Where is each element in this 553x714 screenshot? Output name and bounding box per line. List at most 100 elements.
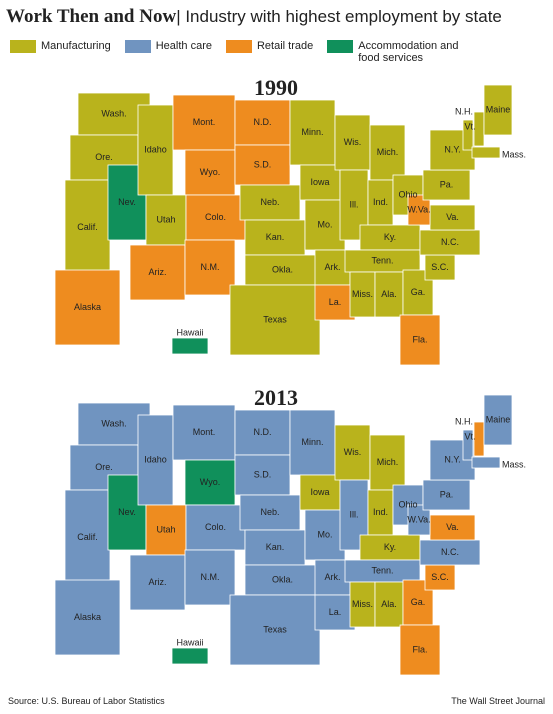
state-label: Mont. bbox=[193, 427, 216, 437]
state bbox=[399, 314, 441, 366]
source: Source: U.S. Bureau of Labor Statistics bbox=[8, 696, 165, 706]
state-label: Utah bbox=[156, 214, 175, 224]
state bbox=[462, 119, 474, 151]
state-label: S.C. bbox=[431, 572, 449, 582]
state-label: Ill. bbox=[350, 509, 359, 519]
state bbox=[289, 99, 336, 166]
state-label: Okla. bbox=[272, 574, 293, 584]
state bbox=[234, 99, 291, 146]
state-label: Va. bbox=[446, 212, 459, 222]
header: Work Then and Now| Industry with highest… bbox=[6, 6, 502, 27]
state-label: N.D. bbox=[254, 117, 272, 127]
state bbox=[419, 539, 481, 566]
state-label: Ind. bbox=[373, 197, 388, 207]
state-label: Ohio bbox=[398, 499, 417, 509]
state bbox=[172, 94, 236, 151]
state bbox=[407, 504, 431, 536]
map-title: 1990 bbox=[254, 75, 298, 100]
legend: Manufacturing Health care Retail trade Acco… bbox=[10, 40, 550, 64]
state-label: Ariz. bbox=[149, 577, 167, 587]
state bbox=[422, 479, 471, 511]
state bbox=[314, 249, 351, 286]
state-label: W.Va. bbox=[407, 514, 430, 524]
state-label: N.Y. bbox=[444, 454, 460, 464]
state-label: Neb. bbox=[260, 197, 279, 207]
state bbox=[334, 424, 371, 481]
state-label: Alaska bbox=[74, 302, 101, 312]
state bbox=[234, 454, 291, 496]
state-label: La. bbox=[329, 297, 342, 307]
state bbox=[374, 271, 404, 318]
state bbox=[462, 429, 474, 461]
state-label: Nev. bbox=[118, 507, 136, 517]
legend-swatch bbox=[225, 40, 252, 53]
state bbox=[304, 509, 346, 561]
state bbox=[334, 114, 371, 171]
legend-label: Retail trade bbox=[256, 40, 314, 52]
state bbox=[145, 504, 187, 556]
state-label: Neb. bbox=[260, 507, 279, 517]
state-label: Ill. bbox=[350, 199, 359, 209]
state-label: Colo. bbox=[205, 212, 226, 222]
subtitle: Industry with highest employment by stat… bbox=[185, 7, 502, 26]
state-label: Mont. bbox=[193, 117, 216, 127]
state-label: Minn. bbox=[301, 437, 323, 447]
state-label: Kan. bbox=[266, 542, 285, 552]
state-label: N.C. bbox=[441, 237, 459, 247]
state bbox=[185, 504, 246, 551]
state bbox=[359, 224, 421, 251]
state-label: Wash. bbox=[101, 108, 126, 118]
state-label: S.D. bbox=[254, 159, 272, 169]
state-label: Ark. bbox=[324, 572, 340, 582]
state bbox=[229, 284, 321, 356]
state-label: Fla. bbox=[412, 334, 427, 344]
state-label: N.M. bbox=[201, 572, 220, 582]
state-label: Maine bbox=[486, 414, 511, 424]
state bbox=[314, 284, 356, 321]
state-label: Mich. bbox=[377, 457, 399, 467]
state-label: Mich. bbox=[377, 147, 399, 157]
state bbox=[419, 229, 481, 256]
state-label: Mo. bbox=[317, 529, 332, 539]
state-label: Idaho bbox=[144, 144, 167, 154]
state-label: Wis. bbox=[344, 447, 362, 457]
state-label: Ky. bbox=[384, 232, 396, 242]
state-label: Ind. bbox=[373, 507, 388, 517]
state bbox=[471, 456, 501, 469]
state bbox=[64, 489, 111, 586]
state bbox=[184, 239, 236, 296]
state-label: N.C. bbox=[441, 547, 459, 557]
state bbox=[172, 404, 236, 461]
state-label: Ariz. bbox=[149, 267, 167, 277]
legend-item: Manufacturing bbox=[10, 40, 111, 64]
state-label: Ore. bbox=[95, 152, 113, 162]
state-label: Ark. bbox=[324, 262, 340, 272]
state bbox=[483, 394, 513, 446]
state-label: N.D. bbox=[254, 427, 272, 437]
state-label: Ga. bbox=[411, 287, 426, 297]
legend-swatch bbox=[124, 40, 151, 53]
state bbox=[234, 409, 291, 456]
state-label: Pa. bbox=[440, 489, 454, 499]
state bbox=[244, 529, 306, 566]
state-label: Wash. bbox=[101, 418, 126, 428]
state-label: Hawaii bbox=[176, 637, 203, 647]
state bbox=[367, 489, 394, 536]
state-label: Va. bbox=[446, 522, 459, 532]
state-label: Mass. bbox=[502, 149, 526, 159]
state-label: Idaho bbox=[144, 454, 167, 464]
state-label: Kan. bbox=[266, 232, 285, 242]
state-label: Wis. bbox=[344, 137, 362, 147]
legend-label: Manufacturing bbox=[41, 40, 111, 52]
state bbox=[299, 164, 341, 201]
state-label: Texas bbox=[263, 314, 287, 324]
state bbox=[184, 549, 236, 606]
legend-item: Accommodation and food services bbox=[327, 40, 468, 64]
state-label: Okla. bbox=[272, 264, 293, 274]
state-label: Colo. bbox=[205, 522, 226, 532]
legend-swatch bbox=[10, 40, 36, 53]
state-label: Tenn. bbox=[371, 255, 393, 265]
state bbox=[184, 459, 236, 506]
